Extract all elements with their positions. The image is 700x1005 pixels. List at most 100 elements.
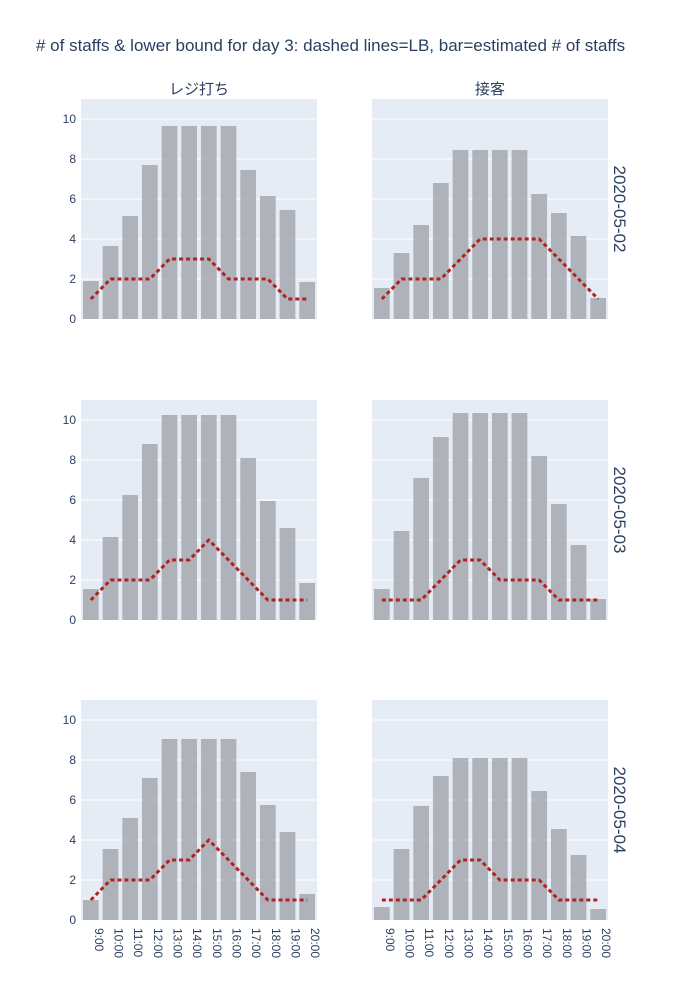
bar — [161, 739, 178, 920]
bar — [511, 758, 528, 920]
chart-title: # of staffs & lower bound for day 3: das… — [36, 36, 625, 55]
y-tick-label: 2 — [69, 272, 76, 286]
x-tick-label: 16:00 — [230, 928, 244, 958]
y-tick-label: 10 — [63, 713, 77, 727]
x-tick-label: 20:00 — [308, 928, 322, 958]
bar — [413, 478, 430, 620]
plot-background — [372, 99, 608, 319]
bar — [472, 413, 489, 620]
bar — [141, 165, 158, 319]
panels: 0 2 4 6 8 10 0 2 4 6 8 10 0 2 4 6 8 10 9:00 10:00 11:00 12:00… — [63, 81, 629, 958]
row-label: 2020-05-02 — [610, 166, 629, 253]
lower-bound-line — [380, 237, 600, 301]
bar — [413, 806, 430, 920]
y-tick-label: 8 — [69, 152, 76, 166]
y-tick-label: 4 — [69, 232, 76, 246]
y-tick-label: 0 — [69, 913, 76, 927]
bar — [220, 739, 237, 920]
x-tick-label: 17:00 — [540, 928, 554, 958]
plot-background — [372, 400, 608, 620]
bar — [200, 739, 217, 920]
bar — [240, 458, 257, 620]
x-tick-label: 19:00 — [580, 928, 594, 958]
y-tick-label: 10 — [63, 413, 77, 427]
plot-background — [372, 700, 608, 920]
panel-2020-05-04-0: 0 2 4 6 8 10 9:00 10:00 11:00 12:00 13:00 14:00 15:0… — [63, 700, 322, 958]
y-tick-label: 6 — [69, 192, 76, 206]
panel-2020-05-04-1: 9:00 10:00 11:00 12:00 13:00 14:00 15:00 16:00 1… — [372, 700, 613, 958]
bar — [432, 437, 449, 620]
bar — [393, 849, 410, 920]
bar — [570, 236, 587, 319]
bar — [102, 849, 119, 920]
bar — [491, 413, 508, 620]
y-tick-label: 4 — [69, 833, 76, 847]
panel-2020-05-02-1 — [372, 99, 608, 319]
bar — [491, 150, 508, 319]
bar — [102, 246, 119, 319]
bar — [161, 126, 178, 319]
bar — [452, 150, 469, 319]
bar — [590, 599, 607, 620]
bar — [122, 818, 139, 920]
bar — [181, 739, 198, 920]
panel-2020-05-03-0: 0 2 4 6 8 10 — [63, 400, 317, 627]
y-tick-label: 6 — [69, 493, 76, 507]
bar — [393, 253, 410, 319]
bar — [122, 216, 139, 319]
bar — [373, 288, 390, 319]
x-tick-label: 12:00 — [442, 928, 456, 958]
row-label: 2020-05-04 — [610, 767, 629, 854]
bar — [122, 495, 139, 620]
panel-2020-05-02-0: 0 2 4 6 8 10 — [63, 99, 317, 326]
bar — [299, 894, 316, 920]
lower-bound-line — [89, 838, 308, 902]
bar — [413, 225, 430, 319]
bar — [472, 758, 489, 920]
x-tick-label: 19:00 — [289, 928, 303, 958]
bar — [161, 415, 178, 620]
plot-background — [81, 99, 317, 319]
bar — [259, 196, 276, 319]
plot-background — [81, 400, 317, 620]
y-tick-label: 8 — [69, 753, 76, 767]
bar — [491, 758, 508, 920]
bar — [299, 282, 316, 319]
bar — [550, 829, 567, 920]
bar — [531, 791, 548, 920]
bar — [373, 907, 390, 920]
bar — [452, 758, 469, 920]
bar — [570, 545, 587, 620]
bar — [220, 415, 237, 620]
x-tick-label: 14:00 — [481, 928, 495, 958]
x-tick-label: 10:00 — [403, 928, 417, 958]
bar — [472, 150, 489, 319]
x-tick-label: 13:00 — [171, 928, 185, 958]
bar — [240, 170, 257, 319]
column-header: レジ打ち — [169, 81, 229, 98]
bar — [393, 531, 410, 620]
x-tick-label: 15:00 — [501, 928, 515, 958]
bar — [181, 126, 198, 319]
column-header: 接客 — [475, 81, 505, 98]
bar — [590, 909, 607, 920]
x-tick-label: 18:00 — [560, 928, 574, 958]
bar — [590, 298, 607, 319]
x-tick-label: 18:00 — [269, 928, 283, 958]
bar — [240, 772, 257, 920]
y-tick-label: 2 — [69, 873, 76, 887]
y-tick-label: 0 — [69, 613, 76, 627]
bar — [259, 805, 276, 920]
x-tick-label: 16:00 — [521, 928, 535, 958]
bar — [570, 855, 587, 920]
y-tick-label: 4 — [69, 533, 76, 547]
x-tick-label: 11:00 — [422, 928, 436, 957]
lower-bound-line — [89, 538, 308, 602]
bar — [511, 413, 528, 620]
bar — [82, 589, 99, 620]
bar — [141, 444, 158, 620]
y-tick-label: 6 — [69, 793, 76, 807]
bar — [82, 281, 99, 319]
x-tick-label: 15:00 — [210, 928, 224, 958]
